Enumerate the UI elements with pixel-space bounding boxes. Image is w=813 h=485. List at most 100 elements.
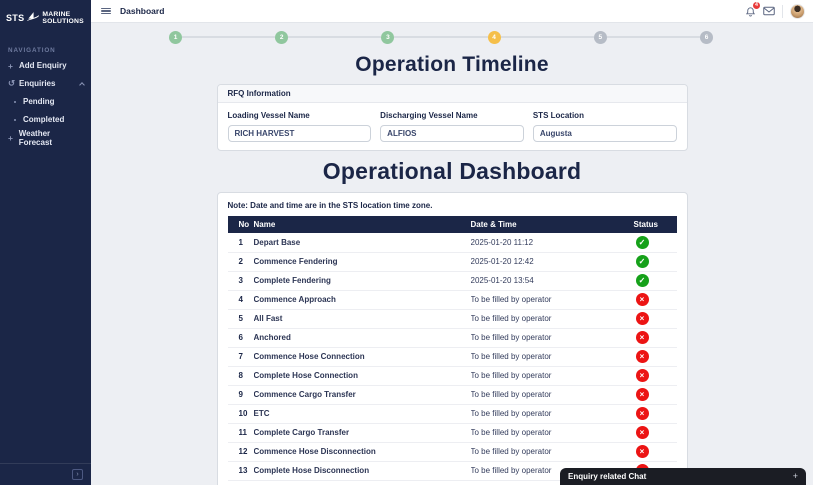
sidebar-item-pending[interactable]: Pending [0, 93, 91, 111]
sidebar-collapse-icon[interactable]: › [72, 469, 83, 480]
notifications-button[interactable]: 4 [745, 1, 760, 17]
status-pending-icon: × [635, 331, 649, 344]
status-pending-icon: × [635, 445, 649, 458]
stepper-connector [606, 36, 701, 38]
operation-name: Commence Cargo Transfer [253, 385, 471, 405]
operation-no: 14 [227, 480, 254, 485]
stepper-step-3[interactable]: 3 [381, 30, 395, 44]
status-done-icon: ✓ [635, 235, 649, 249]
status-done-icon: ✓ [635, 274, 649, 287]
stepper-connector [288, 36, 382, 38]
sidebar-item-add-enquiry[interactable]: + Add Enquiry [0, 57, 91, 75]
operational-dashboard-title: Operational Dashboard [322, 158, 582, 184]
user-avatar[interactable] [790, 3, 805, 19]
operation-datetime: To be filled by operator [470, 480, 634, 485]
operation-no: 4 [227, 290, 254, 310]
discharging-vessel-name-input[interactable] [380, 125, 524, 142]
stepper-step-4[interactable]: 4 [487, 30, 501, 44]
ship-logo-icon [26, 11, 40, 25]
field-label: Discharging Vessel Name [380, 111, 478, 120]
status-pending-icon: × [635, 388, 649, 401]
stepper-connector [500, 36, 594, 38]
notification-badge: 4 [753, 1, 760, 9]
sidebar-item-enquiries[interactable]: ↺ Enquiries [0, 75, 91, 93]
column-header-name: Name [253, 216, 471, 233]
status-pending-icon: × [635, 312, 649, 325]
sidebar-nav: + Add Enquiry ↺ Enquiries Pending Comple… [0, 57, 91, 147]
history-icon: ↺ [8, 78, 16, 89]
plus-icon: + [8, 60, 13, 71]
operation-no: 8 [227, 366, 254, 386]
operation-name: Commence Unmooring [253, 480, 471, 485]
operation-name: Commence Hose Disconnection [253, 442, 471, 462]
sidebar-item-label: Weather Forecast [18, 128, 53, 147]
operation-no: 13 [227, 461, 254, 481]
sidebar-item-label: Completed [23, 115, 65, 125]
operation-row: 2 Commence Fendering 2025-01-20 12:42 ✓ [227, 252, 677, 272]
operation-name: Commence Approach [253, 290, 471, 310]
operation-no: 1 [227, 233, 254, 253]
operation-datetime: To be filled by operator [470, 423, 634, 443]
operation-row: 4 Commence Approach To be filled by oper… [227, 290, 677, 310]
operation-datetime: To be filled by operator [470, 309, 634, 329]
operation-datetime: To be filled by operator [470, 366, 634, 386]
brand-line2: SOLUTIONS [42, 18, 84, 26]
sidebar-item-label: Add Enquiry [19, 61, 67, 71]
loading-vessel-name-input[interactable] [227, 125, 372, 142]
operations-panel: Note: Date and time are in the STS locat… [216, 192, 688, 485]
brand-line1: MARINE [42, 11, 71, 18]
stepper-step-2[interactable]: 2 [275, 30, 289, 44]
page-breadcrumb: Dashboard [120, 6, 165, 16]
operation-datetime: To be filled by operator [470, 328, 634, 348]
operation-datetime: To be filled by operator [470, 442, 634, 462]
operation-no: 5 [227, 309, 254, 329]
operation-no: 7 [227, 347, 254, 367]
field-label: Loading Vessel Name [227, 111, 310, 120]
operation-no: 2 [227, 252, 254, 272]
enquiry-chat-bar[interactable]: Enquiry related Chat + [560, 468, 806, 485]
sts-location-input[interactable] [532, 125, 677, 142]
operation-datetime: 2025-01-20 12:42 [470, 252, 634, 272]
rfq-field: STS Location [532, 111, 677, 142]
brand-logo: STS MARINE SOLUTIONS [0, 0, 91, 35]
chat-expand-icon[interactable]: + [792, 471, 798, 481]
operation-datetime: To be filled by operator [470, 404, 634, 424]
hamburger-menu-icon[interactable] [101, 7, 111, 15]
topbar: Dashboard 4 [91, 0, 813, 23]
operation-row: 7 Commence Hose Connection To be filled … [227, 347, 677, 367]
topbar-divider [782, 4, 783, 18]
sidebar-item-label: Enquiries [19, 79, 56, 89]
stepper-step-5[interactable]: 5 [593, 30, 607, 44]
operation-name: Complete Hose Disconnection [253, 461, 471, 481]
operation-no: 10 [227, 404, 254, 424]
operation-name: Commence Fendering [253, 252, 471, 272]
operation-name: Anchored [253, 328, 471, 348]
operations-table: No Name Date & Time Status 1 Depart Base… [227, 216, 677, 485]
bullet-dot-icon [14, 118, 16, 121]
operation-name: ETC [253, 404, 471, 424]
operation-datetime: To be filled by operator [470, 347, 634, 367]
operation-row: 9 Commence Cargo Transfer To be filled b… [227, 385, 677, 405]
bell-icon [745, 6, 756, 17]
messages-button[interactable] [763, 6, 775, 16]
status-pending-icon: × [635, 426, 649, 439]
sidebar-item-weather-forecast[interactable]: + Weather Forecast [0, 129, 91, 147]
operation-datetime: To be filled by operator [470, 385, 634, 405]
rfq-field: Loading Vessel Name [227, 111, 372, 142]
stepper-step-1[interactable]: 1 [169, 30, 182, 44]
rfq-fields: Loading Vessel Name Discharging Vessel N… [218, 103, 687, 150]
rfq-panel: RFQ Information Loading Vessel Name Disc… [216, 84, 688, 151]
operation-name: Complete Fendering [253, 271, 471, 291]
table-header-row: No Name Date & Time Status [227, 216, 677, 233]
sidebar-item-completed[interactable]: Completed [0, 111, 91, 129]
column-header-datetime: Date & Time [470, 216, 634, 233]
stepper-step-6[interactable]: 6 [700, 30, 714, 44]
operation-no: 3 [227, 271, 254, 291]
operation-name: All Fast [253, 309, 471, 329]
operation-row: 10 ETC To be filled by operator × [227, 404, 677, 424]
operation-datetime: To be filled by operator [470, 290, 634, 310]
nav-section-label: NAVIGATION [8, 46, 56, 54]
operation-timeline-title: Operation Timeline [355, 53, 549, 76]
topbar-actions: 4 [745, 1, 805, 19]
stepper-connector [394, 36, 488, 38]
